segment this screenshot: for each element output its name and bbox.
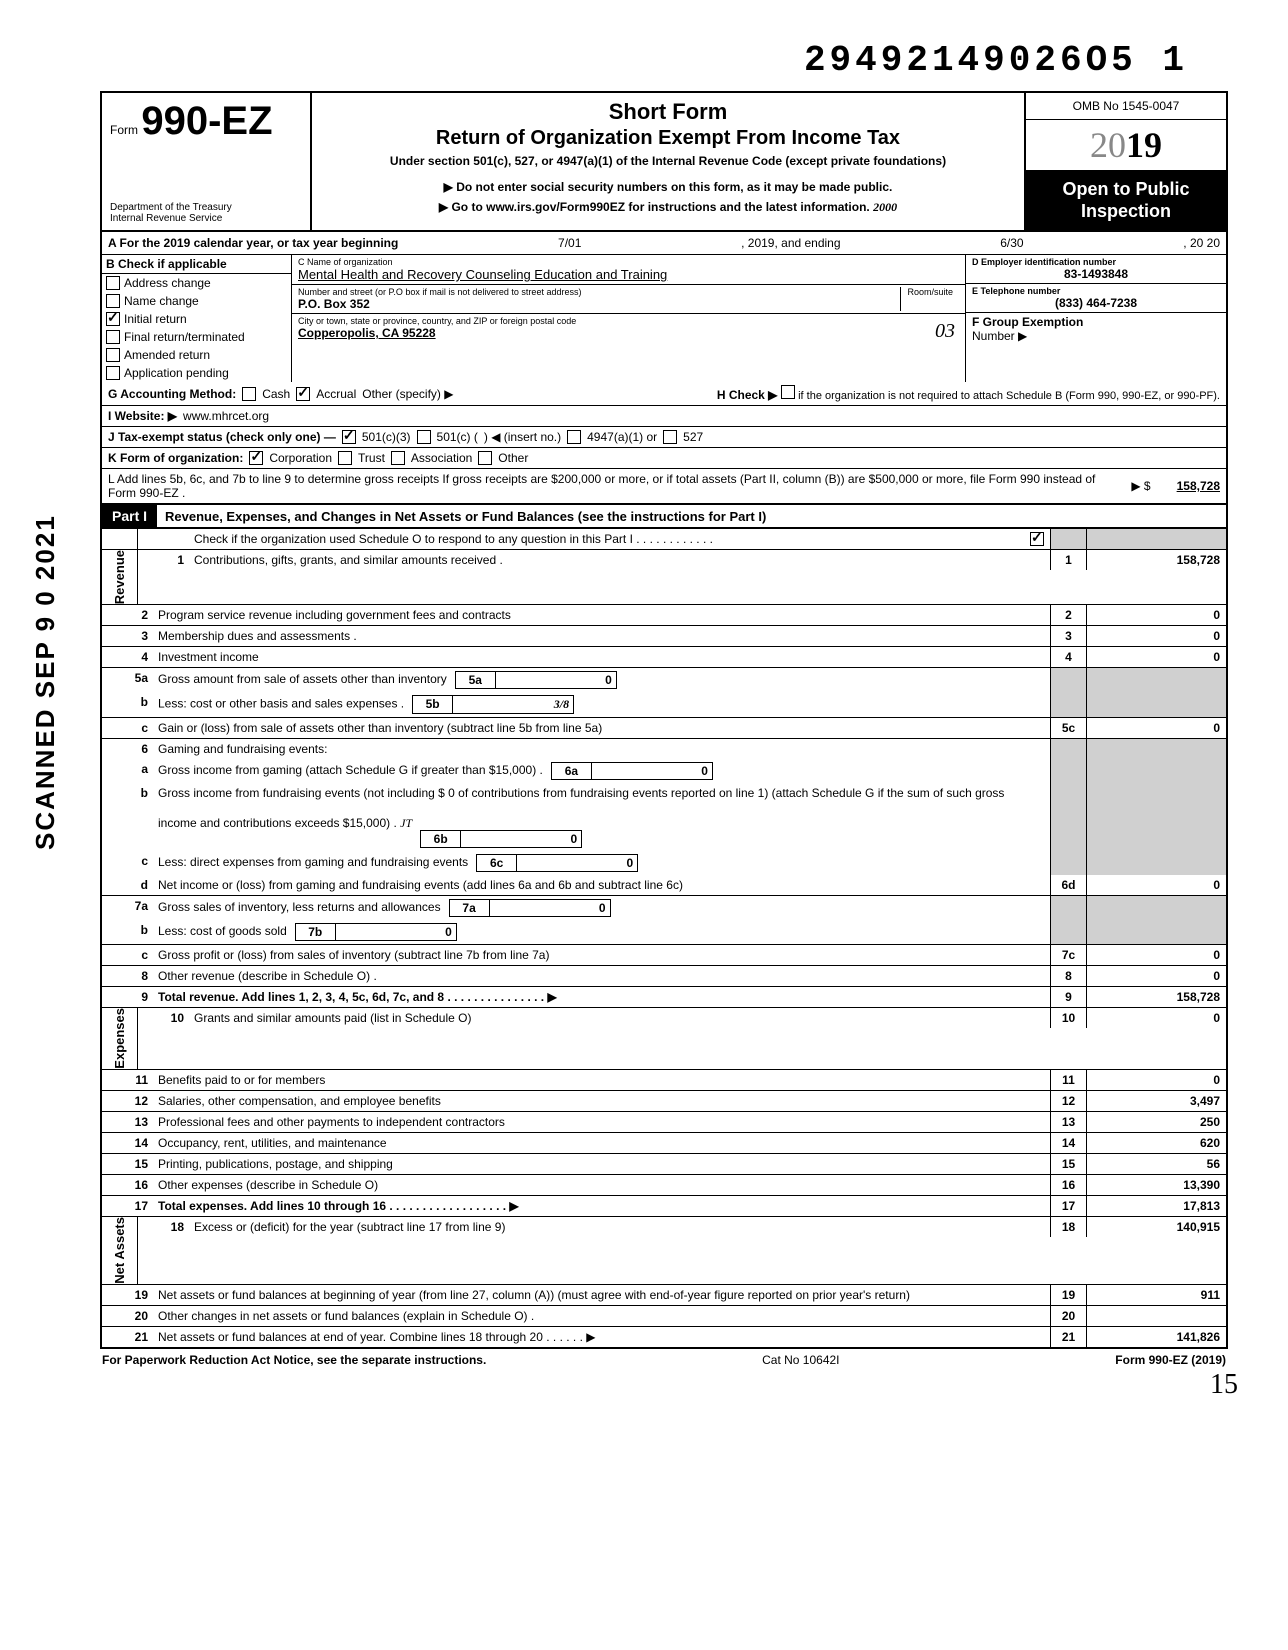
- chk-initial-return[interactable]: Initial return: [102, 310, 291, 328]
- hand-03: 03: [935, 320, 955, 343]
- title-main: Return of Organization Exempt From Incom…: [322, 127, 1014, 150]
- chk-address-change[interactable]: Address change: [102, 274, 291, 292]
- row-l-gross: L Add lines 5b, 6c, and 7b to line 9 to …: [100, 469, 1228, 505]
- part-1-header: Part I Revenue, Expenses, and Changes in…: [100, 505, 1228, 529]
- form-header: Form 990-EZ Department of the TreasuryIn…: [100, 91, 1228, 232]
- c-name: C Name of organization Mental Health and…: [292, 255, 965, 285]
- open-to-public: Open to PublicInspection: [1026, 171, 1226, 230]
- chk-4947[interactable]: [567, 430, 581, 444]
- b-label: B Check if applicable: [102, 255, 291, 274]
- e-phone: E Telephone number (833) 464-7238: [966, 284, 1226, 313]
- chk-corp[interactable]: [249, 451, 263, 465]
- expenses-label: Expenses: [112, 1008, 127, 1069]
- c-city: City or town, state or province, country…: [292, 314, 965, 342]
- chk-527[interactable]: [663, 430, 677, 444]
- row-a-tax-year: A For the 2019 calendar year, or tax yea…: [100, 232, 1228, 255]
- part-1-table: Check if the organization used Schedule …: [100, 529, 1228, 1349]
- hand-initials: 2000: [873, 200, 897, 214]
- ssn-note: ▶ Do not enter social security numbers o…: [322, 180, 1014, 194]
- form-number: Form 990-EZ: [110, 99, 302, 144]
- f-group: F Group Exemption Number ▶: [966, 313, 1226, 345]
- hand-jt: JT: [400, 817, 412, 831]
- row-g-accounting: G Accounting Method: Cash Accrual Other …: [100, 382, 1228, 406]
- revenue-label: Revenue: [112, 550, 127, 604]
- received-number: 29492149026O5 1: [100, 40, 1228, 81]
- chk-trust[interactable]: [338, 451, 352, 465]
- row-i-website: I Website: ▶ www.mhrcet.org: [100, 406, 1228, 427]
- chk-assoc[interactable]: [391, 451, 405, 465]
- row-k-org-form: K Form of organization: Corporation Trus…: [100, 448, 1228, 469]
- scanned-stamp: SCANNED SEP 9 0 2021: [30, 514, 61, 850]
- chk-accrual[interactable]: [296, 387, 310, 401]
- chk-cash[interactable]: [242, 387, 256, 401]
- netassets-label: Net Assets: [112, 1217, 127, 1284]
- omb-number: OMB No 1545-0047: [1026, 93, 1226, 120]
- d-ein: D Employer identification number 83-1493…: [966, 255, 1226, 284]
- footer: For Paperwork Reduction Act Notice, see …: [100, 1349, 1228, 1371]
- chk-name-change[interactable]: Name change: [102, 292, 291, 310]
- tax-year: 2019: [1026, 120, 1226, 171]
- info-block: B Check if applicable Address change Nam…: [100, 255, 1228, 382]
- chk-other[interactable]: [478, 451, 492, 465]
- subtitle: Under section 501(c), 527, or 4947(a)(1)…: [322, 154, 1014, 168]
- c-address: Number and street (or P.O box if mail is…: [292, 285, 965, 314]
- chk-sched-o[interactable]: [1030, 532, 1044, 546]
- chk-h[interactable]: [781, 385, 795, 399]
- chk-final-return[interactable]: Final return/terminated: [102, 328, 291, 346]
- department: Department of the TreasuryInternal Reven…: [110, 202, 302, 224]
- title-short-form: Short Form: [322, 99, 1014, 125]
- page-corner-number: 15: [1210, 1369, 1238, 1401]
- url-note: ▶ Go to www.irs.gov/Form990EZ for instru…: [322, 200, 1014, 215]
- chk-pending[interactable]: Application pending: [102, 364, 291, 382]
- row-j-tax-status: J Tax-exempt status (check only one) — 5…: [100, 427, 1228, 448]
- chk-amended[interactable]: Amended return: [102, 346, 291, 364]
- chk-501c[interactable]: [417, 430, 431, 444]
- chk-501c3[interactable]: [342, 430, 356, 444]
